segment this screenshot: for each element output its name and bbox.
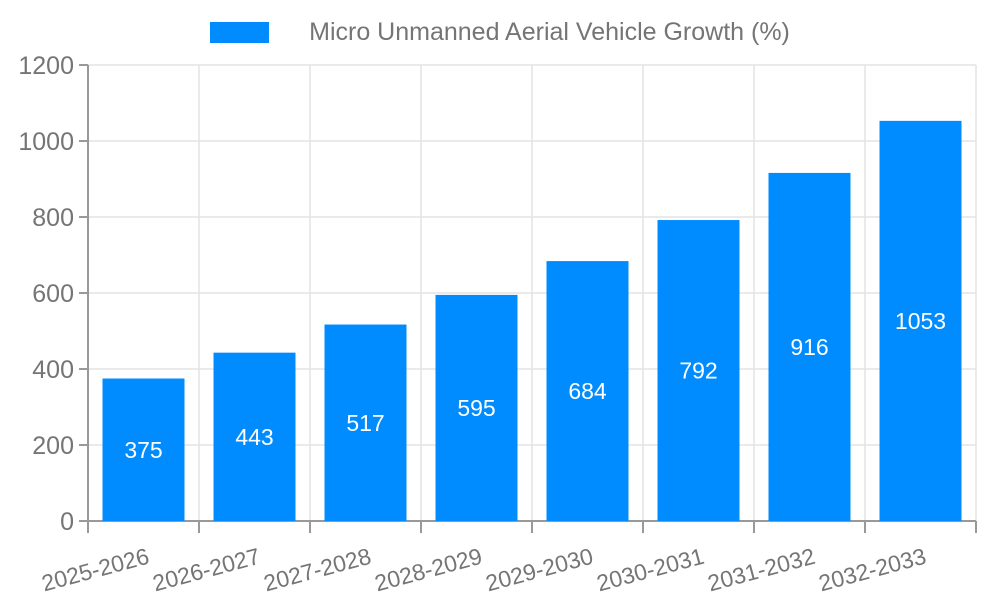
bar-value-label: 517	[346, 410, 384, 436]
bar-2030-2031[interactable]	[657, 220, 740, 522]
y-tick-label: 0	[60, 508, 74, 536]
bar-2029-2030[interactable]	[546, 261, 629, 521]
bar-2028-2029[interactable]	[435, 294, 518, 521]
x-tick-label: 2026-2027	[150, 543, 263, 597]
x-tick-label: 2025-2026	[39, 543, 152, 597]
bar-2026-2027[interactable]	[213, 352, 296, 521]
legend-swatch[interactable]	[210, 21, 270, 43]
y-tick-label: 400	[32, 356, 74, 384]
x-tick-label: 2028-2029	[372, 543, 485, 597]
y-tick-label: 800	[32, 204, 74, 232]
bar-2031-2032[interactable]	[768, 172, 851, 522]
x-tick-label: 2027-2028	[261, 543, 374, 597]
bar-value-label: 1053	[895, 308, 946, 334]
bar-value-label: 684	[568, 378, 607, 404]
bar-value-label: 595	[457, 395, 495, 421]
y-tick-label: 1200	[18, 52, 74, 80]
y-tick-label: 200	[32, 432, 74, 460]
bar-2025-2026[interactable]	[102, 378, 185, 522]
y-tick-label: 600	[32, 280, 74, 308]
bar-value-label: 375	[124, 437, 162, 463]
x-tick-label: 2030-2031	[594, 543, 707, 597]
x-tick-label: 2031-2032	[705, 543, 818, 597]
y-tick-label: 1000	[18, 128, 74, 156]
legend-label[interactable]: Micro Unmanned Aerial Vehicle Growth (%)	[309, 17, 790, 46]
bar-value-label: 792	[679, 358, 717, 384]
bar-2027-2028[interactable]	[324, 324, 407, 521]
x-tick-label: 2032-2033	[816, 543, 929, 597]
bar-value-label: 443	[235, 424, 273, 450]
bar-2032-2033[interactable]	[879, 120, 962, 522]
bar-value-label: 916	[790, 334, 828, 360]
legend[interactable]: Micro Unmanned Aerial Vehicle Growth (%)	[0, 17, 1000, 47]
x-tick-label: 2029-2030	[483, 543, 596, 597]
